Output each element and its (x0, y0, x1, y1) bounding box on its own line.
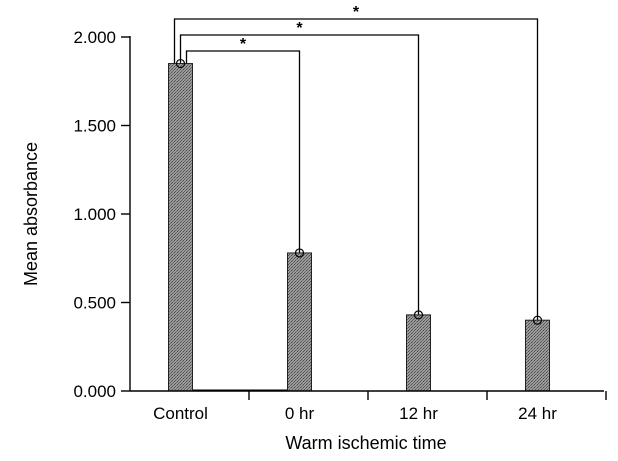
x-tick-label: 12 hr (399, 404, 438, 423)
bar (525, 319, 550, 392)
significance-brackets: * * * (173, 4, 539, 391)
data-point-marker (532, 315, 543, 325)
bar (406, 314, 431, 392)
significance-bracket (179, 34, 420, 315)
bars (168, 63, 550, 392)
y-tick-label: 0.000 (73, 382, 116, 401)
y-axis-title: Mean absorbance (21, 142, 41, 286)
y-tick-label: 1.000 (73, 205, 116, 224)
data-point-marker (175, 58, 186, 69)
significance-star: * (353, 4, 360, 21)
x-tick-label: 24 hr (518, 404, 557, 423)
y-tick-label: 0.500 (73, 294, 116, 313)
y-ticks: 0.000 0.500 1.000 1.500 2.000 (73, 28, 130, 401)
x-axis-title: Warm ischemic time (285, 433, 446, 453)
y-tick-label: 1.500 (73, 117, 116, 136)
significance-bracket (185, 50, 301, 253)
data-point-marker (294, 248, 305, 258)
significance-bracket (173, 18, 539, 321)
x-ticks: Control 0 hr 12 hr 24 hr (153, 391, 607, 423)
bar (168, 63, 193, 392)
data-point-marker (413, 310, 424, 320)
y-tick-label: 2.000 (73, 28, 116, 47)
significance-star: * (296, 20, 303, 37)
significance-star: * (240, 36, 247, 53)
bar-markers (175, 58, 543, 325)
x-tick-label: 0 hr (285, 404, 315, 423)
x-tick-label: Control (153, 404, 208, 423)
bar (287, 252, 312, 392)
